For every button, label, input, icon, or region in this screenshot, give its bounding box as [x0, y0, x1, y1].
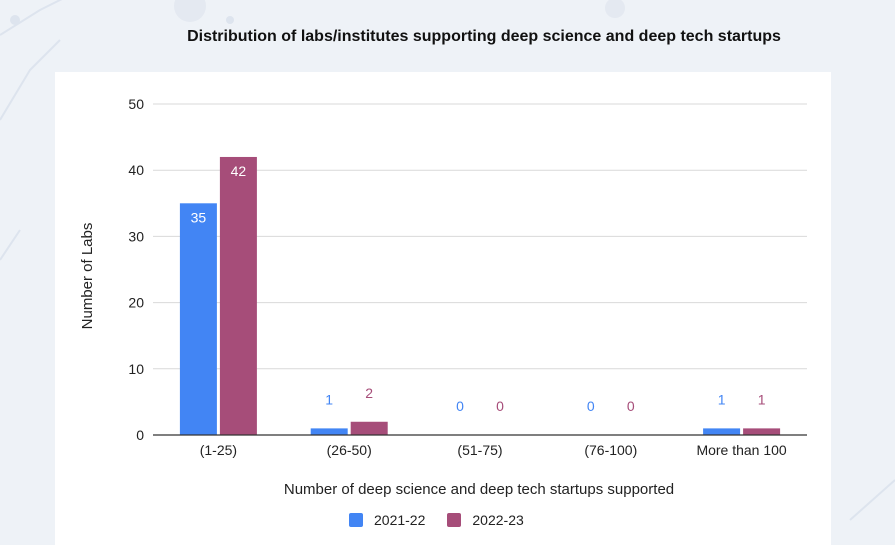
x-tick-label: (1-25): [200, 442, 237, 458]
data-labels: 35 42 1 2 0 0 0 0 1 1: [191, 163, 766, 414]
bar-series-1: [703, 428, 741, 435]
data-label-series-2: 42: [231, 163, 247, 179]
data-label-series-2: 2: [365, 385, 373, 401]
y-tick-label: 50: [128, 96, 144, 112]
bar-series-2: [743, 428, 781, 435]
x-tick-label: (26-50): [327, 442, 372, 458]
y-axis-label: Number of Labs: [79, 223, 96, 330]
x-tick-label: (76-100): [584, 442, 637, 458]
y-tick-label: 10: [128, 361, 144, 377]
data-label-series-1: 1: [718, 391, 726, 407]
y-tick-label: 30: [128, 228, 144, 244]
x-tick-label: (51-75): [457, 442, 502, 458]
bar-series-1: [310, 428, 348, 435]
gridlines: [153, 103, 807, 370]
y-axis-ticks: 0 10 20 30 40 50: [128, 96, 144, 443]
data-label-series-1: 0: [587, 398, 595, 414]
data-label-series-1: 35: [191, 209, 207, 225]
y-tick-label: 20: [128, 295, 144, 311]
bar-series-2: [350, 421, 388, 435]
legend-swatch-series-2: [447, 513, 462, 527]
x-axis-ticks: (1-25) (26-50) (51-75) (76-100) More than 10…: [200, 442, 787, 458]
data-label-series-2: 0: [496, 398, 504, 414]
bar-series-2: [219, 156, 257, 435]
legend-item-series-2: 2022-23: [447, 512, 524, 528]
legend-label-series-1: 2021-22: [374, 512, 426, 528]
chart-title: Distribution of labs/institutes supporti…: [187, 28, 781, 45]
x-axis-label: Number of deep science and deep tech sta…: [284, 481, 674, 498]
y-tick-label: 0: [136, 427, 144, 443]
x-tick-label: More than 100: [696, 442, 786, 458]
legend: 2021-22 2022-23: [349, 510, 546, 530]
bars: [179, 156, 781, 435]
legend-item-series-1: 2021-22: [349, 512, 425, 528]
data-label-series-1: 1: [325, 391, 333, 407]
data-label-series-1: 0: [456, 398, 464, 414]
y-tick-label: 40: [128, 162, 144, 178]
bar-series-1: [179, 203, 217, 435]
data-label-series-2: 0: [627, 398, 635, 414]
data-label-series-2: 1: [758, 391, 766, 407]
legend-label-series-2: 2022-23: [472, 512, 524, 528]
legend-swatch-series-1: [349, 513, 363, 527]
